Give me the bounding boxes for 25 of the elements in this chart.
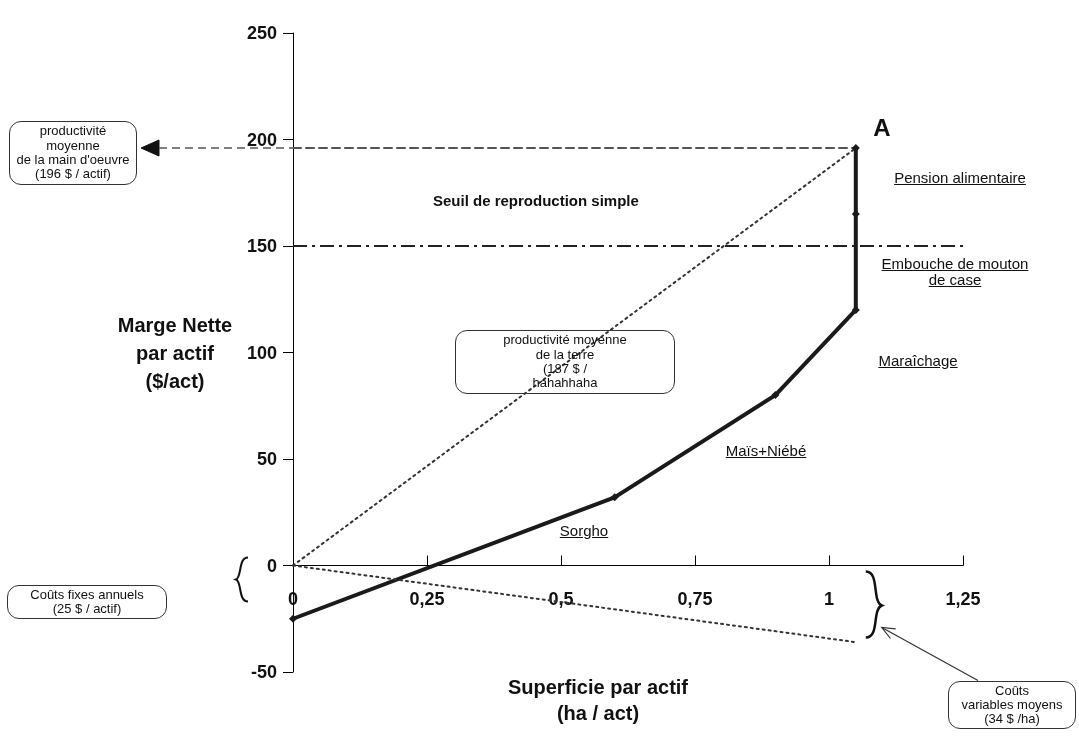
annotation: productivité moyenne de la terre (187 $ / hahahhaha [455, 330, 675, 394]
annotation: Maïs+Niébé [725, 441, 807, 460]
text: Coûts variables moyens (34 $ /ha) [948, 680, 1076, 730]
y-tick-label: 200 [246, 129, 277, 150]
text: Coûts fixes annuels (25 $ / actif) [7, 584, 167, 620]
annotation: A [873, 113, 891, 142]
annotation: Embouche de mouton de case [881, 254, 1029, 289]
x-tick-label: 0,5 [548, 588, 574, 609]
x-tick-label: 0,25 [409, 588, 445, 609]
ref-line-label: Seuil de reproduction simple [433, 192, 639, 209]
annotation: Pension alimentaire [894, 168, 1026, 187]
x-tick-label: 1,25 [945, 588, 981, 609]
annotation: Sorgho [559, 521, 609, 540]
x-tick-label: 0,75 [677, 588, 713, 609]
annotation: Maraîchage [878, 351, 958, 370]
y-tick-label: 250 [246, 23, 277, 43]
y-axis-title: Marge Nette par actif ($/act) [117, 313, 233, 392]
y-tick-label: 0 [266, 555, 277, 576]
x-axis-title: Superficie par actif (ha / act) [507, 676, 689, 724]
y-tick-label: 50 [256, 449, 277, 469]
x-tick-label: 1 [823, 588, 835, 609]
y-tick-label: -50 [250, 662, 277, 682]
y-tick-label: 100 [246, 342, 277, 363]
text: productivité moyenne de la main d'oeuvre (196 $ / actif) [9, 121, 137, 185]
y-tick-label: 150 [246, 236, 277, 256]
